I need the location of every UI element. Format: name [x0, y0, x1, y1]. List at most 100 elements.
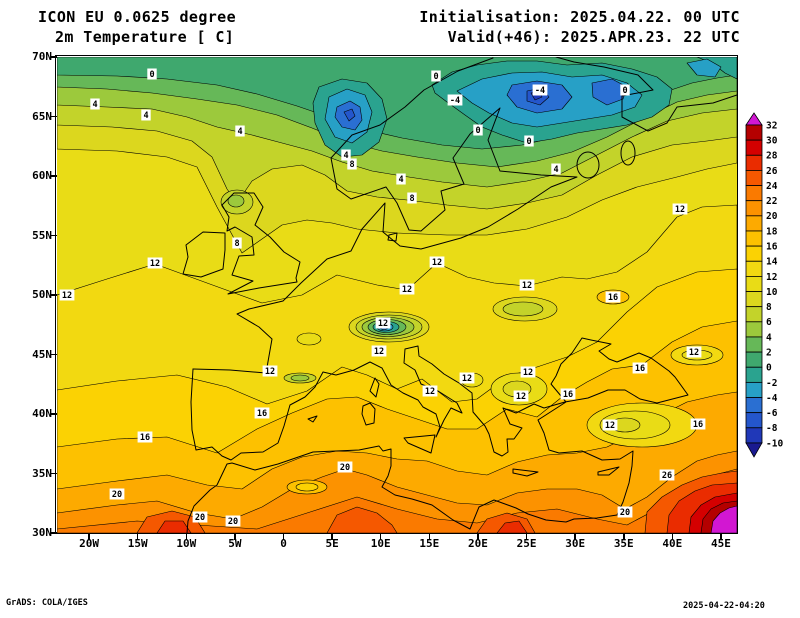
svg-text:12: 12 [265, 367, 275, 377]
lat-tick-label: 50N [32, 288, 52, 301]
lon-tick [525, 534, 528, 540]
lon-tick-label: 10E [370, 537, 391, 550]
lon-tick [720, 534, 722, 540]
lon-tick [623, 534, 625, 540]
svg-text:12: 12 [374, 347, 384, 357]
colorbar-segment [745, 185, 763, 202]
svg-text:12: 12 [378, 319, 388, 329]
contour-label: 16 [632, 362, 648, 374]
colorbar-segment [745, 381, 763, 398]
coastline-path [361, 402, 376, 426]
contour-label: -4 [532, 84, 548, 96]
contour-label: 20 [192, 511, 208, 523]
lon-tick [185, 534, 188, 540]
contour-label: 12 [519, 279, 535, 291]
colorbar-segment [745, 351, 763, 368]
svg-text:16: 16 [140, 433, 150, 443]
svg-text:16: 16 [635, 364, 645, 374]
contour-label: 4 [141, 109, 151, 121]
svg-text:12: 12 [402, 285, 412, 295]
colorbar-tick-label: 4 [766, 332, 772, 343]
contour-label: 16 [560, 388, 576, 400]
lon-tick-label: 20W [79, 537, 100, 550]
colorbar-tick-label: 0 [766, 363, 772, 374]
svg-text:16: 16 [563, 390, 573, 400]
lon-tick [379, 534, 382, 540]
lon-tick-label: 30E [565, 537, 586, 550]
lat-tick [50, 294, 57, 296]
colorbar-segment [745, 275, 763, 292]
valid-time: Valid(+46): 2025.APR.23. 22 UTC [447, 28, 740, 46]
lon-tick [282, 534, 285, 540]
colorbar-tick-label: 16 [766, 242, 778, 253]
colorbar-tick-label: 28 [766, 151, 778, 162]
lon-tick [88, 534, 90, 540]
svg-text:-4: -4 [450, 96, 460, 106]
svg-text:0: 0 [149, 70, 154, 80]
contour-label: 0 [524, 135, 534, 147]
svg-text:12: 12 [62, 291, 72, 301]
lat-tick-label: 40N [32, 407, 52, 420]
svg-text:16: 16 [608, 293, 618, 303]
colorbar-segment [745, 427, 763, 444]
colorbar-tick-label: -8 [766, 423, 778, 434]
colorbar-segment [745, 215, 763, 232]
lon-tick-label: 20E [468, 537, 488, 550]
colorbar-tick-label: 8 [766, 302, 772, 313]
colorbar-top-triangle [745, 112, 763, 126]
svg-text:12: 12 [689, 348, 699, 358]
svg-text:8: 8 [409, 194, 414, 204]
colorbar-tick-label: -10 [766, 438, 783, 449]
temperature-fill-layer [57, 57, 737, 533]
colorbar-tick-label: 18 [766, 226, 778, 237]
colorbar-segment [745, 200, 763, 217]
contour-label: 16 [605, 291, 621, 303]
lon-tick [477, 534, 479, 540]
contour-label: 20 [617, 506, 633, 518]
svg-text:0: 0 [475, 126, 480, 136]
contour-label: 12 [686, 346, 702, 358]
contour-label: 12 [429, 256, 445, 268]
colorbar-segment [745, 321, 763, 338]
colorbar-segment [745, 336, 763, 353]
contour-label: 0 [620, 84, 630, 96]
colorbar-segment [745, 412, 763, 429]
svg-text:20: 20 [340, 463, 350, 473]
contour-label: 8 [232, 237, 242, 249]
svg-text:8: 8 [349, 160, 354, 170]
colorbar-tick-label: -4 [766, 393, 778, 404]
lat-tick-label: 30N [32, 526, 52, 539]
svg-text:0: 0 [622, 86, 627, 96]
coastline-path [512, 468, 539, 477]
svg-text:4: 4 [553, 165, 558, 175]
lon-tick [331, 534, 333, 540]
coastline-path [182, 231, 226, 278]
contour-label: 16 [137, 431, 153, 443]
svg-text:16: 16 [257, 409, 267, 419]
lon-tick [234, 534, 236, 540]
lon-tick-label: 40E [662, 537, 683, 550]
colorbar-tick-label: 32 [766, 120, 777, 131]
lon-tick-label: 35E [613, 537, 634, 550]
lat-tick [50, 234, 57, 237]
lat-tick-label: 55N [32, 228, 52, 242]
contour-label: 4 [341, 149, 351, 161]
contour-label: 4 [551, 163, 561, 175]
svg-text:20: 20 [228, 517, 238, 527]
contour-label: 4 [235, 125, 245, 137]
contour-label: 12 [422, 385, 438, 397]
colorbar-segment [745, 245, 763, 262]
svg-text:12: 12 [675, 205, 685, 215]
coastline-path [369, 377, 380, 398]
contour-label: 16 [254, 407, 270, 419]
lat-tick [50, 115, 57, 118]
contour-label: 8 [407, 192, 417, 204]
contour-label: 12 [59, 289, 75, 301]
initialisation-time: Initialisation: 2025.04.22. 00 UTC [419, 8, 740, 26]
colorbar-tick-label: 24 [766, 181, 778, 192]
coastline-path [186, 337, 689, 533]
coastline-path [403, 434, 436, 454]
svg-text:4: 4 [398, 175, 403, 185]
